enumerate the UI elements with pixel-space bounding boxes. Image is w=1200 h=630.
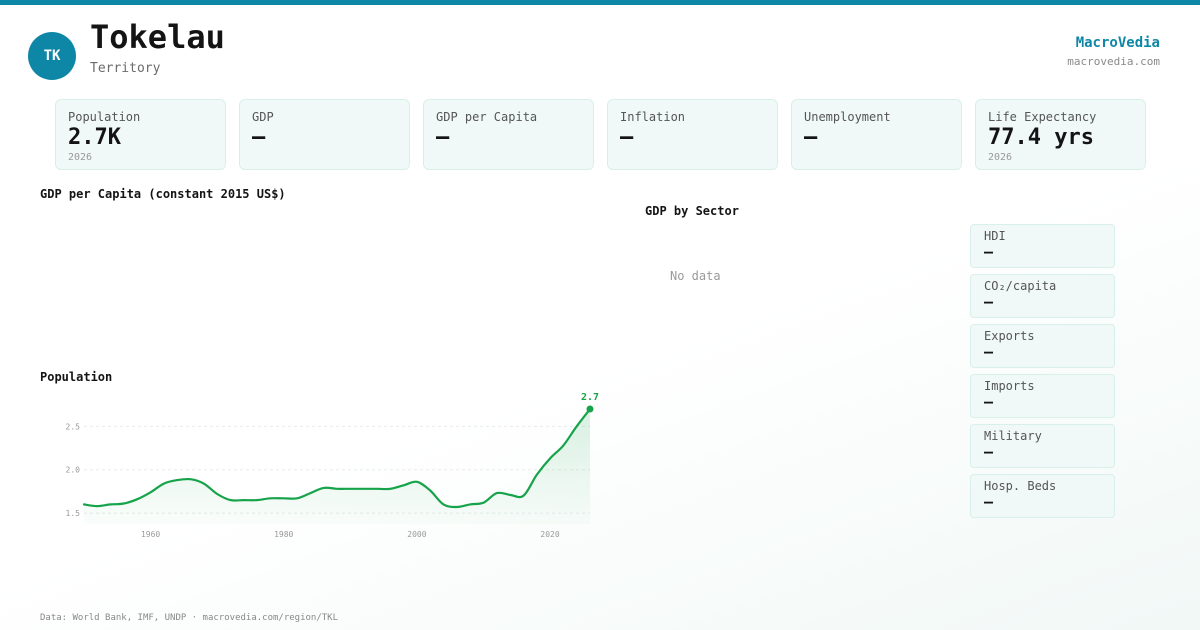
x-tick-label: 2000: [407, 530, 426, 539]
x-tick-label: 2020: [540, 530, 559, 539]
side-stat-hdi: HDI —: [970, 224, 1115, 268]
stat-value: —: [620, 125, 634, 150]
side-stat-value: —: [984, 393, 994, 411]
side-stat-value: —: [984, 343, 994, 361]
y-tick-label: 1.5: [66, 509, 81, 518]
side-stat-label: Military: [984, 429, 1042, 443]
side-stat-value: —: [984, 293, 994, 311]
stat-card-gdp-per-capita: GDP per Capita —: [423, 99, 594, 170]
stat-label: Life Expectancy: [988, 110, 1097, 124]
population-chart: 1.5 2.0 2.5 1960 1980 2000 2020 2.7: [66, 392, 599, 539]
stat-year: 2026: [988, 152, 1013, 163]
population-end-point: [586, 405, 594, 413]
population-line: [82, 407, 592, 509]
gdp-by-sector-title: GDP by Sector: [645, 204, 739, 218]
country-avatar: TK: [28, 32, 76, 80]
stat-year: 2026: [68, 152, 93, 163]
side-stat-label: Exports: [984, 329, 1035, 343]
stat-card-population: Population 2.7K 2026: [55, 99, 226, 170]
stat-value: —: [436, 125, 450, 150]
brand-logo[interactable]: MacroVedia: [1075, 35, 1160, 51]
stat-label: GDP per Capita: [436, 110, 538, 124]
stat-value: 2.7K: [68, 125, 121, 150]
side-stat-label: Imports: [984, 379, 1035, 393]
y-tick-label: 2.0: [66, 466, 81, 475]
side-stat-exports: Exports —: [970, 324, 1115, 368]
stat-label: GDP: [252, 110, 274, 124]
side-stat-hosp-beds: Hosp. Beds —: [970, 474, 1115, 518]
x-tick-label: 1960: [141, 530, 160, 539]
stat-card-unemployment: Unemployment —: [791, 99, 962, 170]
side-stat-label: CO₂/capita: [984, 279, 1057, 293]
side-stat-value: —: [984, 443, 994, 461]
stat-value: 77.4 yrs: [988, 125, 1094, 150]
stat-value: —: [252, 125, 266, 150]
stat-label: Population: [68, 110, 141, 124]
side-stat-co2: CO₂/capita —: [970, 274, 1115, 318]
y-tick-label: 2.5: [66, 422, 81, 431]
stat-label: Inflation: [620, 110, 686, 124]
footer-source: Data: World Bank, IMF, UNDP · macrovedia…: [40, 613, 339, 623]
side-stat-label: Hosp. Beds: [984, 479, 1057, 493]
side-stat-military: Military —: [970, 424, 1115, 468]
population-end-label: 2.7: [581, 392, 599, 403]
top-accent-bar: [0, 0, 1200, 5]
gdp-per-capita-title: GDP per Capita (constant 2015 US$): [40, 187, 286, 201]
side-stat-label: HDI: [984, 229, 1006, 243]
brand-url[interactable]: macrovedia.com: [1067, 55, 1160, 68]
page-subtitle: Territory: [90, 61, 161, 76]
gdp-by-sector-empty: No data: [670, 269, 721, 283]
x-tick-label: 1980: [274, 530, 293, 539]
stat-card-gdp: GDP —: [239, 99, 410, 170]
side-stat-value: —: [984, 493, 994, 511]
stat-card-inflation: Inflation —: [607, 99, 778, 170]
side-stat-imports: Imports —: [970, 374, 1115, 418]
population-chart-title: Population: [40, 370, 113, 384]
stat-label: Unemployment: [804, 110, 891, 124]
stat-value: —: [804, 125, 818, 150]
stat-card-life-expectancy: Life Expectancy 77.4 yrs 2026: [975, 99, 1146, 170]
side-stat-value: —: [984, 243, 994, 261]
population-area: [84, 409, 590, 524]
page-title: Tokelau: [90, 18, 225, 56]
